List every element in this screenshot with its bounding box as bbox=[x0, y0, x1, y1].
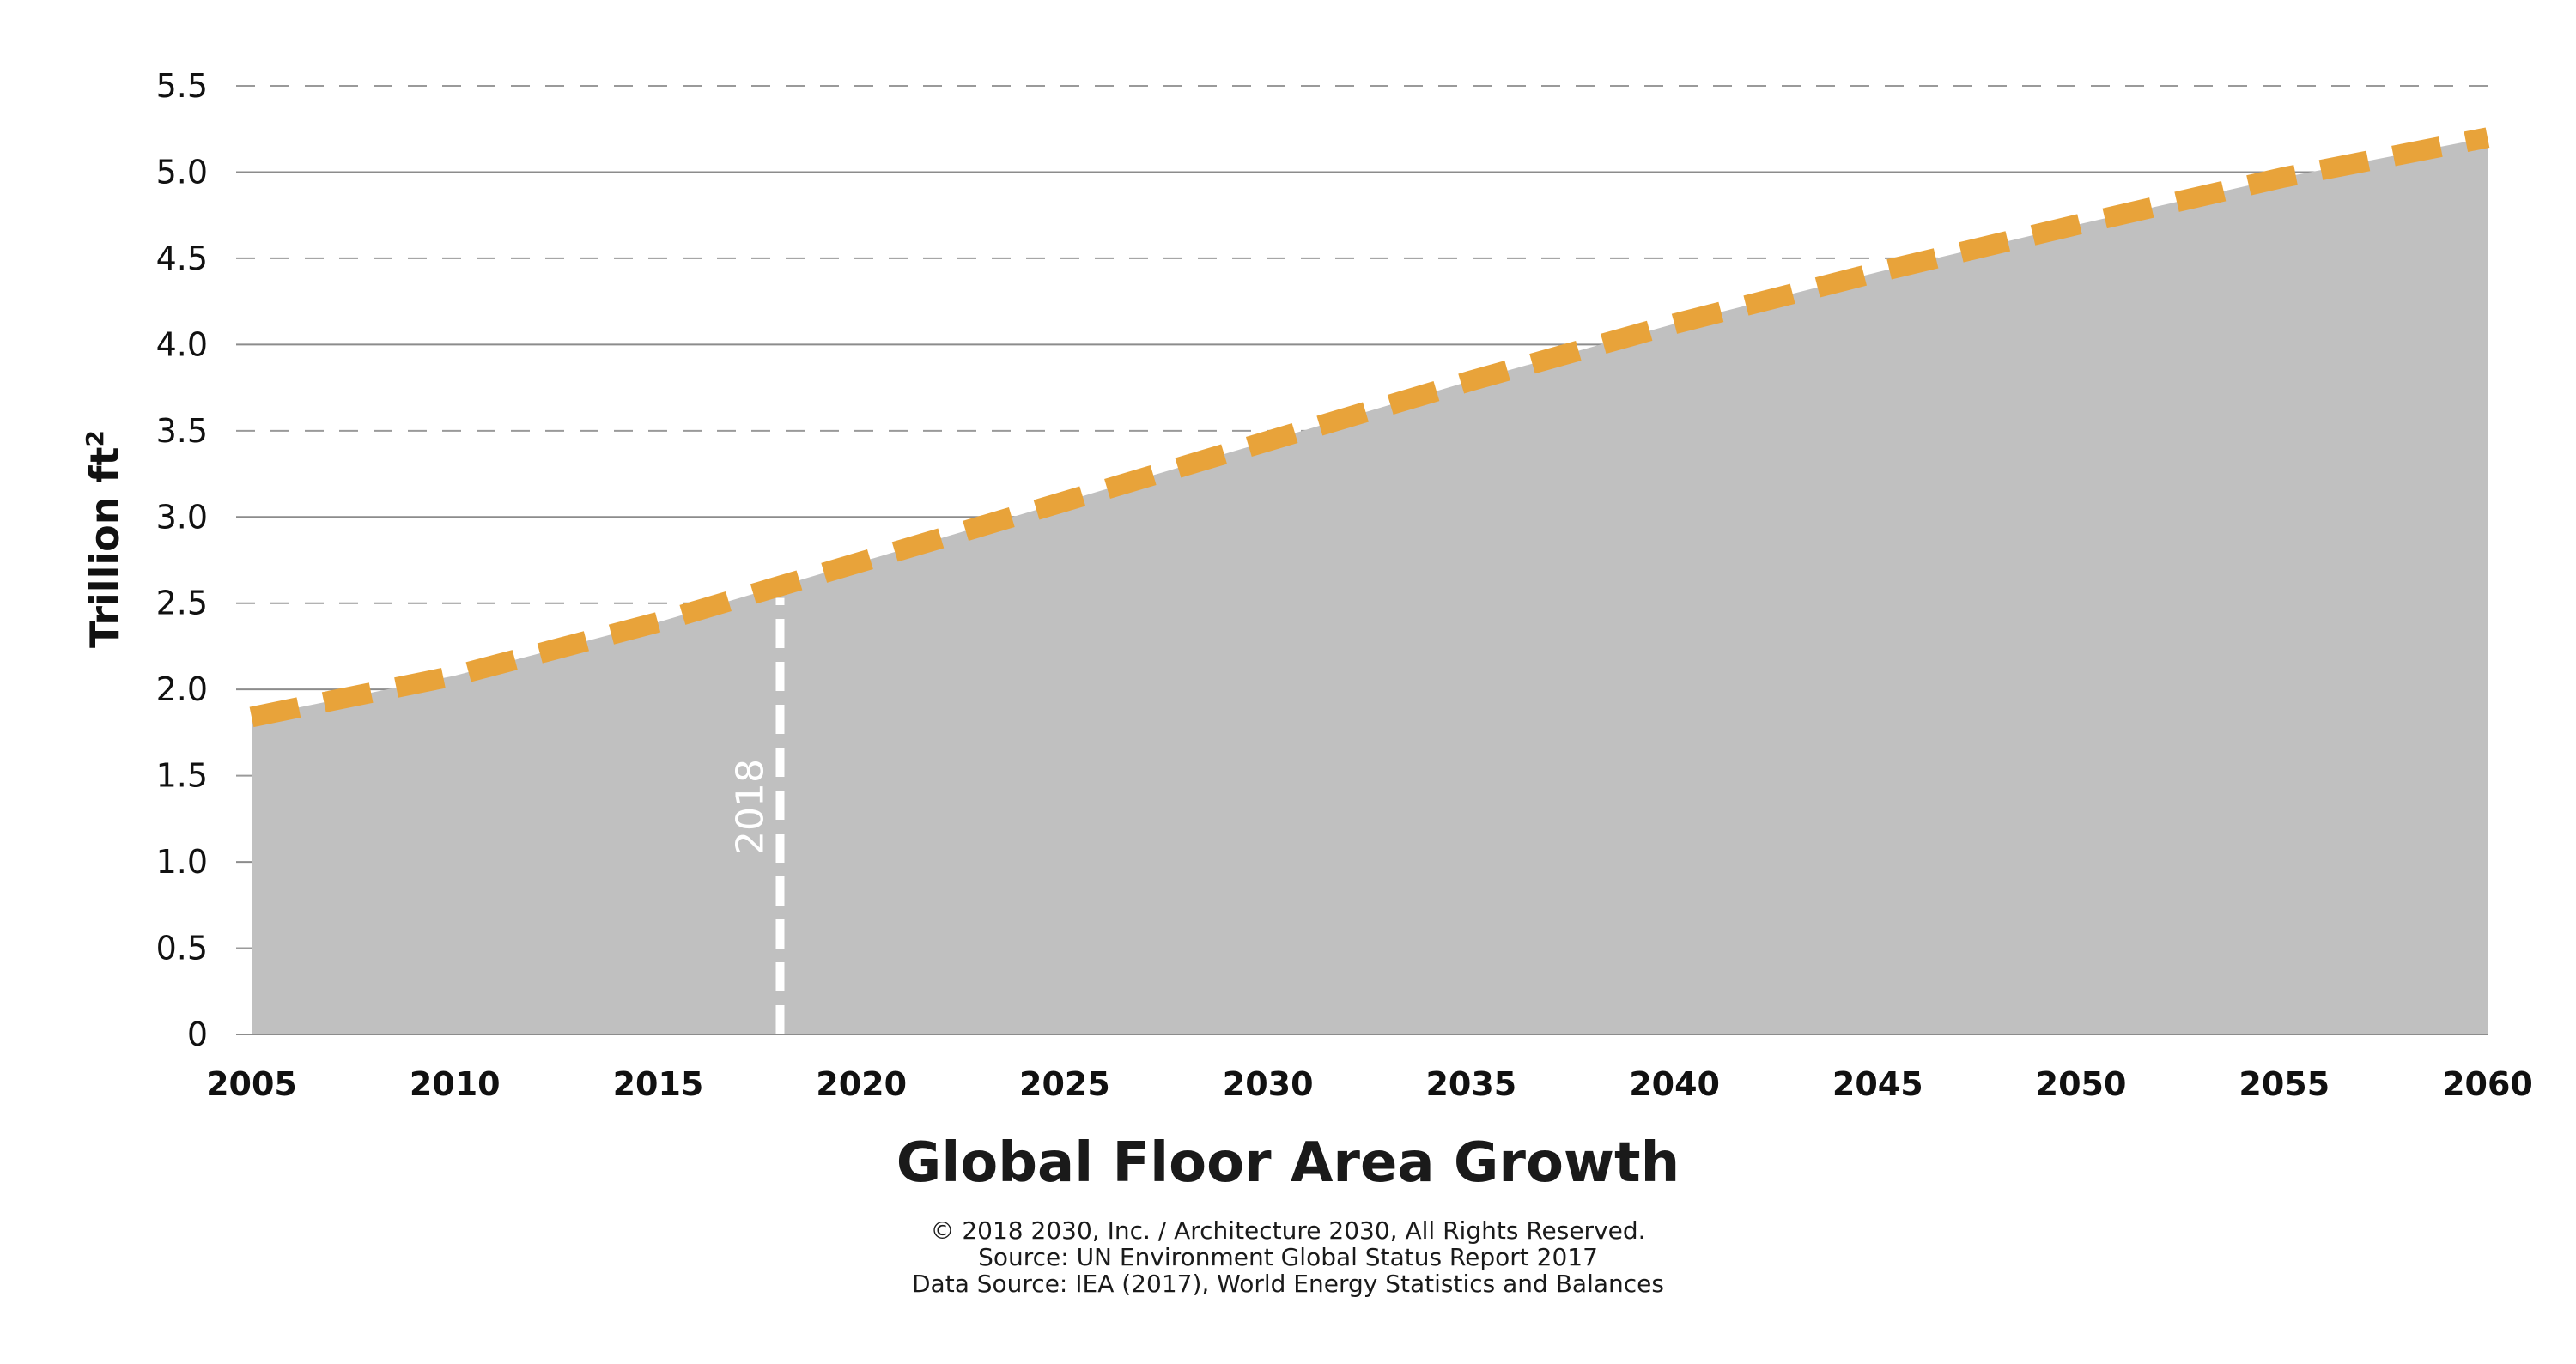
y-tick-label: 5.0 bbox=[156, 153, 208, 191]
marker-label-2018: 2018 bbox=[728, 759, 772, 855]
x-tick-label: 2025 bbox=[1019, 1065, 1110, 1103]
x-tick-label: 2045 bbox=[1832, 1065, 1923, 1103]
x-tick-label: 2060 bbox=[2442, 1065, 2533, 1103]
x-tick-label: 2050 bbox=[2036, 1065, 2127, 1103]
floor-area-fill bbox=[252, 137, 2488, 1035]
x-tick-label: 2040 bbox=[1629, 1065, 1720, 1103]
y-tick-label: 1.5 bbox=[156, 757, 208, 795]
y-axis-label-group: Trillion ft2 bbox=[81, 430, 128, 648]
copyright-text: © 2018 2030, Inc. / Architecture 2030, A… bbox=[930, 1216, 1646, 1245]
x-tick-label: 2015 bbox=[613, 1065, 704, 1103]
x-tick-label: 2030 bbox=[1223, 1065, 1314, 1103]
x-tick-labels: 2005 2010 2015 2020 2025 2030 2035 2040 2045 2050… bbox=[206, 1065, 2533, 1103]
x-tick-label: 2035 bbox=[1425, 1065, 1516, 1103]
source-text: Source: UN Environment Global Status Rep… bbox=[978, 1243, 1598, 1271]
marker-layer: 2018 bbox=[728, 597, 785, 1034]
data-source-text: Data Source: IEA (2017), World Energy St… bbox=[912, 1270, 1664, 1298]
y-tick-label: 4.0 bbox=[156, 325, 208, 363]
y-tick-label: 4.5 bbox=[156, 239, 208, 277]
y-tick-label: 5.5 bbox=[156, 67, 208, 105]
x-tick-label: 2005 bbox=[206, 1065, 297, 1103]
y-tick-label: 0 bbox=[187, 1015, 208, 1053]
area-layer bbox=[252, 137, 2488, 1035]
x-tick-label: 2055 bbox=[2239, 1065, 2330, 1103]
credits: © 2018 2030, Inc. / Architecture 2030, A… bbox=[0, 1217, 2576, 1297]
y-tick-label: 1.0 bbox=[156, 843, 208, 881]
x-tick-label: 2010 bbox=[410, 1065, 501, 1103]
y-tick-labels: 0 0.5 1.0 1.5 2.0 2.5 3.0 3.5 4.0 4.5 5.0 5.5 bbox=[156, 67, 208, 1053]
y-axis-label: Trillion ft2 bbox=[81, 430, 128, 648]
y-tick-label: 3.0 bbox=[156, 498, 208, 536]
line-layer bbox=[249, 127, 2490, 728]
y-tick-label: 2.5 bbox=[156, 585, 208, 622]
y-axis-label-superscript: 2 bbox=[81, 430, 109, 446]
chart-title: Global Floor Area Growth bbox=[896, 1131, 1680, 1195]
y-tick-label: 0.5 bbox=[156, 930, 208, 967]
y-tick-label: 2.0 bbox=[156, 670, 208, 708]
x-tick-label: 2020 bbox=[816, 1065, 907, 1103]
y-tick-label: 3.5 bbox=[156, 412, 208, 450]
trend-line bbox=[249, 127, 2490, 728]
